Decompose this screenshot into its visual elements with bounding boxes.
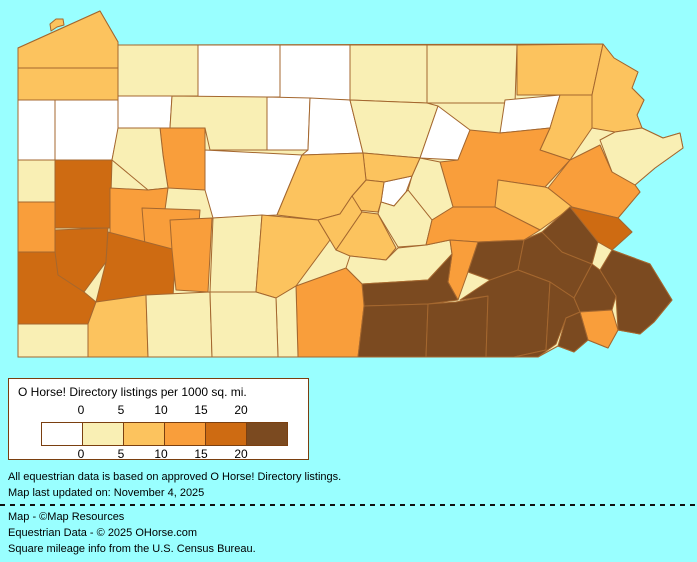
legend-swatch-0	[41, 422, 83, 446]
legend-title: O Horse! Directory listings per 1000 sq.…	[18, 385, 247, 399]
legend-swatch-5	[246, 422, 288, 446]
county-forest	[117, 95, 173, 129]
county-fayette	[87, 294, 149, 358]
legend-tick-bottom-20: 20	[234, 447, 248, 461]
legend-box: O Horse! Directory listings per 1000 sq.…	[8, 378, 309, 461]
county-butler	[54, 159, 113, 229]
legend-tick-bottom-0: 0	[77, 447, 85, 461]
legend-swatch-2	[123, 422, 165, 446]
county-blair	[209, 214, 263, 293]
legend-tick-top-15: 15	[194, 403, 208, 417]
credit-census-bureau: Square mileage info from the U.S. Census…	[8, 543, 256, 555]
county-susquehanna	[516, 43, 604, 96]
legend-tick-bottom-15: 15	[194, 447, 208, 461]
county-tioga	[349, 44, 428, 104]
county-mercer	[17, 99, 56, 161]
legend-tick-top-0: 0	[77, 403, 85, 417]
county-adams	[357, 303, 429, 358]
pennsylvania-choropleth-map	[17, 10, 684, 358]
county-lehigh	[541, 206, 599, 265]
county-warren	[117, 44, 199, 97]
county-bradford	[426, 44, 518, 104]
presque-isle-peninsula	[49, 18, 65, 32]
legend-swatch-3	[164, 422, 206, 446]
county-beaver	[17, 201, 56, 253]
credit-ohorse: Equestrian Data - © 2025 OHorse.com	[8, 527, 198, 539]
county-venango	[54, 99, 119, 161]
county-crawford	[17, 67, 119, 101]
county-bedford	[209, 291, 279, 358]
county-york	[425, 295, 489, 358]
legend-swatch-4	[205, 422, 247, 446]
legend-tick-top-10: 10	[154, 403, 168, 417]
county-mckean	[197, 44, 281, 98]
legend-swatch-1	[82, 422, 124, 446]
county-potter	[279, 44, 351, 101]
county-bucks	[599, 249, 673, 335]
county-greene	[17, 323, 89, 358]
note-last-updated: Map last updated on: November 4, 2025	[8, 487, 205, 499]
county-wayne	[591, 43, 645, 133]
county-cambria	[169, 217, 213, 293]
legend-tick-top-20: 20	[234, 403, 248, 417]
county-erie	[17, 10, 119, 69]
county-cameron	[266, 96, 311, 151]
note-data-source: All equestrian data is based on approved…	[8, 471, 342, 483]
legend-color-ramp	[41, 422, 288, 446]
county-northampton	[569, 206, 633, 251]
legend-tick-bottom-10: 10	[154, 447, 168, 461]
county-lawrence	[17, 159, 56, 203]
county-somerset	[145, 291, 213, 358]
legend-tick-top-5: 5	[117, 403, 125, 417]
county-delaware	[557, 311, 589, 353]
county-fulton	[275, 285, 299, 358]
credit-map-resources: Map - ©Map Resources	[8, 511, 125, 523]
separator-dashed-line	[0, 504, 697, 506]
legend-tick-bottom-5: 5	[117, 447, 125, 461]
